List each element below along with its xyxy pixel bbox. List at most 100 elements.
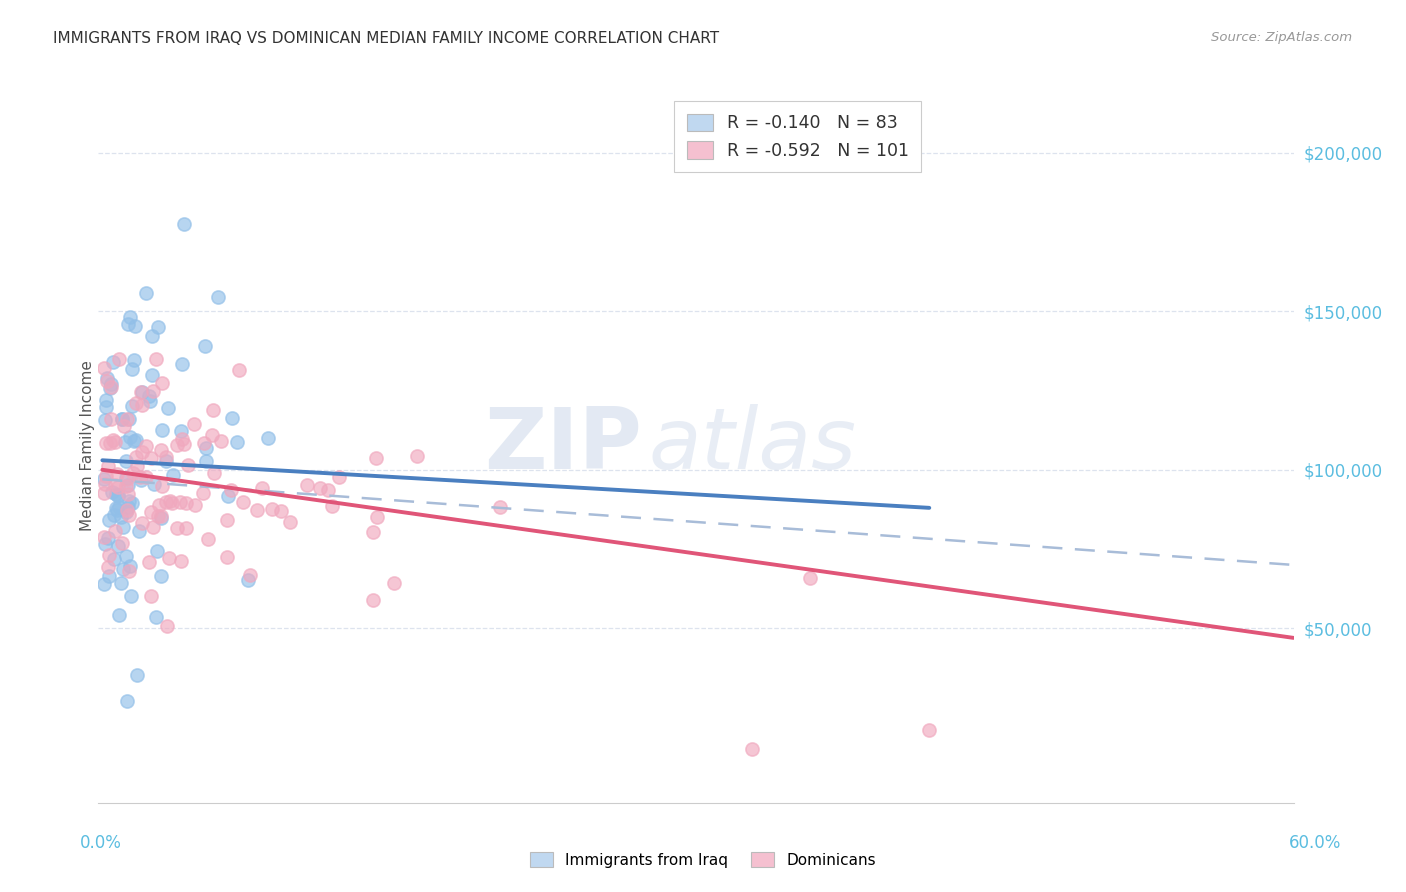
Point [118,493,141,508]
Point [135,470,157,484]
Point [94,435,117,450]
Point [96,560,118,574]
Point [98,381,121,395]
Point [120,589,142,603]
Point [148,498,170,512]
Point [114,454,136,468]
Point [226,434,249,449]
Point [280,515,302,529]
Point [256,431,278,445]
Point [101,484,124,499]
Point [202,467,225,481]
Point [741,742,763,756]
Point [170,424,193,438]
Point [148,509,170,524]
Point [150,508,173,523]
Point [111,562,134,576]
Point [115,411,138,425]
Point [250,482,273,496]
Point [382,575,405,590]
Point [201,402,224,417]
Point [918,723,941,737]
Point [135,439,157,453]
Point [129,385,152,400]
Point [170,554,193,568]
Text: Source: ZipAtlas.com: Source: ZipAtlas.com [1212,31,1353,45]
Point [152,423,174,437]
Point [105,501,128,516]
Point [93,486,115,500]
Point [112,520,135,534]
Point [131,398,153,412]
Point [118,310,141,325]
Point [150,569,173,583]
Point [155,453,177,467]
Point [193,435,215,450]
Point [111,411,134,425]
Point [155,495,177,509]
Point [142,384,165,399]
Point [236,573,259,587]
Point [115,479,138,493]
Point [141,368,163,382]
Point [195,453,218,467]
Point [97,568,120,582]
Point [97,531,120,545]
Point [103,552,125,566]
Point [100,379,122,393]
Point [150,443,173,458]
Point [162,467,184,482]
Point [361,524,384,539]
Point [321,499,343,513]
Point [217,550,239,565]
Point [131,444,153,458]
Point [96,371,118,385]
Text: atlas: atlas [648,404,856,488]
Point [107,489,129,503]
Point [117,500,139,514]
Point [124,434,146,448]
Point [173,437,195,451]
Point [141,328,163,343]
Point [155,450,177,464]
Point [173,217,195,231]
Point [139,394,162,409]
Point [118,508,141,523]
Text: IMMIGRANTS FROM IRAQ VS DOMINICAN MEDIAN FAMILY INCOME CORRELATION CHART: IMMIGRANTS FROM IRAQ VS DOMINICAN MEDIAN… [53,31,720,46]
Point [93,360,115,375]
Point [111,411,134,425]
Point [107,488,129,502]
Point [138,556,160,570]
Point [128,524,150,539]
Point [166,521,188,535]
Point [94,477,117,491]
Point [111,536,134,550]
Point [104,435,127,450]
Point [183,498,205,512]
Point [197,532,219,546]
Point [149,511,172,525]
Point [194,339,217,353]
Point [125,433,148,447]
Point [110,575,132,590]
Point [239,567,262,582]
Point [159,494,181,508]
Point [93,536,115,550]
Point [93,576,115,591]
Point [94,468,117,483]
Point [104,487,127,501]
Point [145,351,167,366]
Point [101,355,124,369]
Point [118,411,141,425]
Point [201,427,224,442]
Point [97,548,120,562]
Point [104,524,127,539]
Legend: Immigrants from Iraq, Dominicans: Immigrants from Iraq, Dominicans [524,846,882,873]
Point [170,432,193,446]
Point [308,481,330,495]
Point [125,668,148,682]
Point [117,694,139,708]
Point [131,384,153,399]
Point [110,510,132,524]
Point [295,478,318,492]
